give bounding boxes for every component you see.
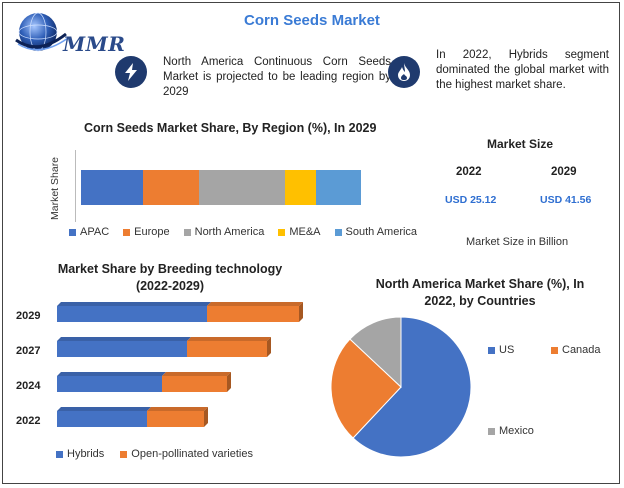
region-bar-segment-me-a	[285, 170, 317, 205]
legend-swatch	[334, 228, 342, 236]
legend-label: South America	[345, 226, 418, 238]
lightning-icon	[115, 56, 147, 88]
pie-chart-title: North America Market Share (%), In 2022,…	[375, 277, 585, 308]
region-bar-segment-south-america	[316, 170, 361, 205]
infographic-frame	[2, 2, 620, 484]
legend-label: Europe	[134, 226, 170, 238]
pie-slice-mexico	[349, 316, 402, 389]
logo-text: MMR	[63, 32, 126, 56]
legend-label: APAC	[80, 226, 110, 238]
breeding-year-label: 2024	[16, 380, 41, 392]
region-stacked-bar	[81, 170, 361, 205]
breeding-legend: Hybrids Open-pollinated varieties	[56, 448, 253, 460]
market-size-year-2022: 2022	[456, 166, 482, 178]
breeding-bar-hybrids	[57, 337, 191, 357]
region-legend-item: APAC	[69, 226, 109, 238]
breeding-chart-title: Market Share by Breeding technology (202…	[57, 262, 283, 293]
region-bar-segment-north-america	[198, 170, 286, 205]
globe-logo-icon	[15, 12, 69, 52]
pie-slice-canada	[330, 338, 402, 439]
legend-label: North America	[194, 226, 265, 238]
region-legend-item: South America	[334, 226, 418, 238]
breeding-bar-hybrids	[57, 372, 166, 392]
region-bar-segment-apac	[81, 170, 143, 205]
region-chart-axis	[75, 150, 76, 222]
legend-label: Canada	[562, 344, 601, 356]
region-legend-item: Europe	[123, 226, 170, 238]
region-legend-item: ME&A	[278, 226, 321, 238]
legend-swatch	[183, 228, 191, 236]
legend-swatch	[56, 450, 63, 458]
pie-legend-canada: Canada	[551, 344, 601, 356]
breeding-bar-open-pollinated	[147, 407, 208, 427]
pie-chart	[330, 316, 472, 458]
pie-slice-us	[352, 316, 472, 458]
legend-swatch	[488, 346, 495, 354]
page-title: Corn Seeds Market	[244, 12, 380, 29]
flame-icon	[388, 56, 420, 88]
pie-legend-mexico: Mexico	[488, 425, 534, 437]
market-size-title: Market Size	[486, 137, 554, 151]
legend-label: Hybrids	[67, 448, 105, 460]
region-legend-item: North America	[183, 226, 265, 238]
breeding-bars-svg: 2029 2027 2024 2022	[16, 302, 303, 427]
legend-swatch	[551, 346, 558, 354]
breeding-bar-open-pollinated	[162, 372, 231, 392]
market-size-value-2022: USD 25.12	[445, 194, 497, 206]
market-size-note: Market Size in Billion	[466, 236, 569, 248]
breeding-bar-open-pollinated	[187, 337, 271, 357]
region-chart-ylabel: Market Share	[49, 156, 61, 220]
callout-2-text: In 2022, Hybrids segment dominated the g…	[436, 49, 609, 91]
market-size-year-2029: 2029	[551, 166, 577, 178]
legend-label: US	[499, 344, 515, 356]
pie-legend-us: US	[488, 344, 514, 356]
market-size-value-2029: USD 41.56	[540, 194, 592, 206]
breeding-legend-item: Hybrids	[56, 448, 104, 460]
breeding-bar-hybrids	[57, 407, 151, 427]
breeding-chart: 2029 2027 2024 2022	[14, 302, 324, 432]
breeding-year-label: 2022	[16, 415, 40, 427]
legend-label: ME&A	[289, 226, 321, 238]
legend-swatch	[488, 427, 495, 435]
legend-swatch	[278, 228, 286, 236]
breeding-bar-hybrids	[57, 302, 211, 322]
region-chart-title: Corn Seeds Market Share, By Region (%), …	[84, 121, 377, 135]
region-bar-segment-europe	[142, 170, 199, 205]
legend-swatch	[120, 450, 128, 458]
breeding-bar-open-pollinated	[207, 302, 303, 322]
legend-swatch	[123, 228, 131, 236]
legend-label: Open-pollinated varieties	[131, 448, 253, 460]
breeding-legend-item: Open-pollinated varieties	[120, 448, 253, 460]
region-legend: APAC Europe North America ME&A South America	[69, 226, 417, 238]
breeding-year-label: 2027	[16, 345, 40, 357]
legend-swatch	[69, 228, 76, 236]
legend-label: Mexico	[499, 425, 534, 437]
breeding-year-label: 2029	[16, 310, 40, 322]
callout-1-text: North America Continuous Corn Seeds Mark…	[163, 56, 391, 98]
